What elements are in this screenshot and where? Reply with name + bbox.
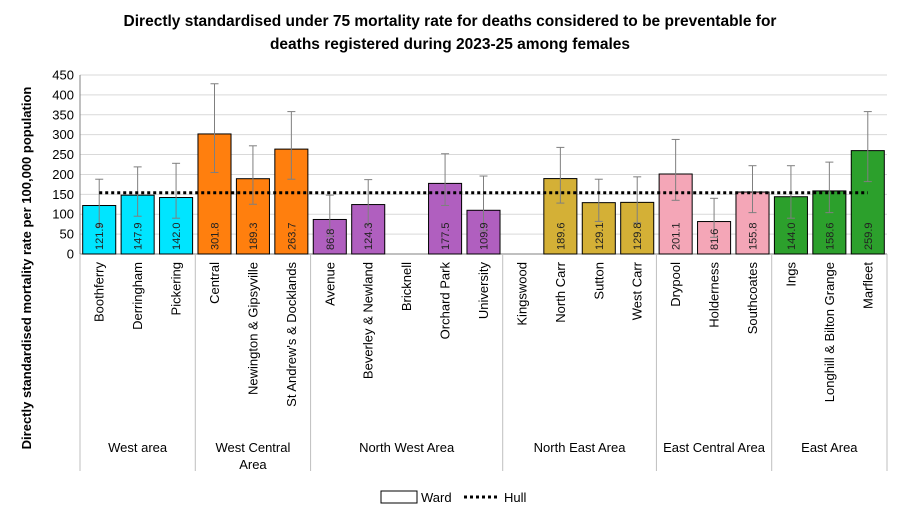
y-tick-label: 350 — [52, 107, 74, 122]
y-tick-label: 250 — [52, 147, 74, 162]
category-label: University — [476, 262, 491, 320]
legend-ward-label: Ward — [421, 490, 452, 505]
bar — [581, 202, 616, 255]
data-label: 155.8 — [748, 222, 760, 250]
data-label: 121.9 — [94, 222, 106, 250]
data-label: 263.7 — [286, 222, 298, 250]
group-label: North East Area — [534, 440, 627, 455]
bar — [351, 204, 386, 255]
y-tick-label: 150 — [52, 187, 74, 202]
chart-title-line-2: deaths registered during 2023-25 among f… — [270, 36, 630, 53]
y-tick-label: 0 — [67, 247, 74, 262]
y-tick-label: 50 — [60, 227, 74, 242]
group-label: West area — [108, 440, 168, 455]
group-label: Area — [239, 457, 267, 472]
bar — [543, 178, 578, 255]
y-tick-label: 300 — [52, 127, 74, 142]
data-label: 147.9 — [133, 222, 145, 250]
group-label: East Area — [801, 440, 858, 455]
y-axis-label: Directly standardised mortality rate per… — [19, 87, 34, 450]
category-label: Boothferry — [92, 262, 107, 322]
category-label: Central — [207, 262, 222, 304]
chart-title-line-1: Directly standardised under 75 mortality… — [124, 13, 777, 30]
data-label: 142.0 — [171, 222, 183, 250]
data-label: 201.1 — [671, 222, 683, 250]
category-label: Derringham — [130, 262, 145, 330]
legend: Ward Hull — [380, 490, 527, 505]
y-tick-label: 200 — [52, 167, 74, 182]
category-label: Sutton — [591, 262, 606, 300]
y-tick-label: 450 — [52, 68, 74, 83]
category-label: Newington & Gipsyville — [245, 262, 260, 395]
category-label: Drypool — [668, 262, 683, 307]
data-label: 129.1 — [594, 222, 606, 250]
category-label: Marfleet — [860, 262, 875, 309]
category-label: Southcoates — [745, 262, 760, 335]
legend-hull-label: Hull — [504, 490, 527, 505]
category-label: Avenue — [322, 262, 337, 306]
data-label: 144.0 — [786, 222, 798, 250]
category-label: Bricknell — [399, 262, 414, 311]
group-label: West Central — [215, 440, 290, 455]
data-label: 158.6 — [824, 222, 836, 250]
category-label: North Carr — [553, 261, 568, 322]
data-label: 81.6 — [709, 229, 721, 250]
data-label: 301.8 — [210, 222, 222, 250]
data-label: 189.3 — [248, 222, 260, 250]
plot-area: 0 50 100 150 200 250 300 350 400 450 West area West… — [52, 68, 888, 472]
category-label: Pickering — [169, 262, 184, 315]
category-label: Longhill & Bilton Grange — [822, 262, 837, 402]
category-label: St Andrew's & Docklands — [284, 262, 299, 407]
y-tick-label: 100 — [52, 207, 74, 222]
category-label: Ings — [783, 262, 798, 287]
data-label: 189.6 — [555, 222, 567, 250]
data-label: 129.8 — [632, 222, 644, 250]
data-label: 86.8 — [325, 229, 337, 250]
data-label: 124.3 — [363, 222, 375, 250]
category-label: West Carr — [630, 261, 645, 320]
category-label: Kingswood — [514, 262, 529, 326]
legend-ward-swatch — [380, 490, 418, 504]
group-label: North West Area — [359, 440, 455, 455]
category-label: Orchard Park — [438, 262, 453, 340]
data-label: 259.9 — [863, 222, 875, 250]
data-label: 177.5 — [440, 222, 452, 250]
y-tick-label: 400 — [52, 87, 74, 102]
data-label: 109.9 — [479, 222, 491, 250]
category-label: Holderness — [707, 262, 722, 328]
category-label: Beverley & Newland — [361, 262, 376, 379]
group-label: East Central Area — [663, 440, 766, 455]
